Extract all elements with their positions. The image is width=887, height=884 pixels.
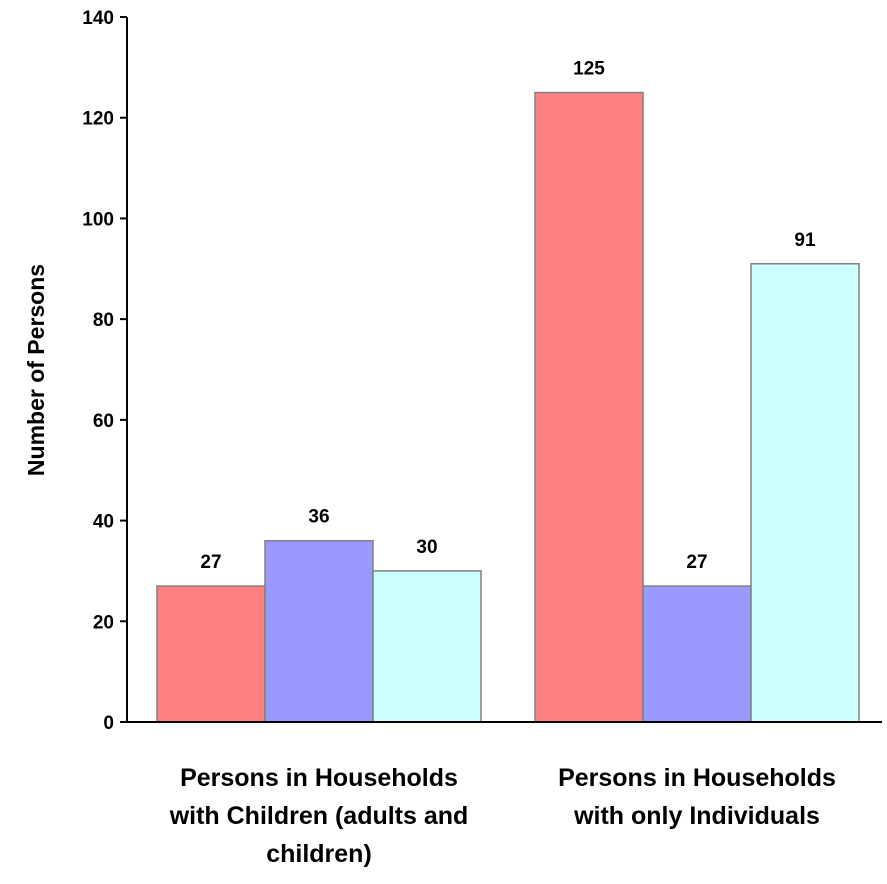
x-tick-label: with Children (adults and (169, 802, 469, 830)
y-tick-label: 0 (103, 713, 114, 734)
y-tick-label: 40 (93, 512, 114, 533)
bars (156, 91, 860, 723)
y-tick-label: 100 (82, 209, 114, 230)
x-tick-label: children) (266, 840, 372, 868)
bar (372, 570, 482, 723)
y-axis-ticks: 0 20 40 60 80 100 120 140 (82, 8, 127, 734)
bar (534, 91, 644, 723)
bar (156, 585, 266, 723)
data-label: 27 (200, 552, 221, 573)
x-tick-label: Persons in Households (180, 764, 458, 792)
y-tick-label: 80 (93, 310, 114, 331)
bar (750, 263, 860, 723)
bar (264, 539, 374, 723)
x-tick-label: with only Individuals (573, 802, 820, 830)
data-label: 125 (573, 59, 605, 80)
data-label: 91 (794, 230, 816, 251)
y-tick-label: 60 (93, 411, 114, 432)
x-tick-label: Persons in Households (558, 764, 836, 792)
bar (642, 585, 752, 723)
data-label: 27 (686, 552, 707, 573)
y-tick-label: 140 (82, 8, 114, 29)
data-label: 30 (416, 537, 437, 558)
y-axis-title: Number of Persons (23, 264, 49, 476)
data-label: 36 (308, 507, 329, 528)
category-labels: Persons in Households with Children (adul… (169, 764, 836, 868)
y-tick-label: 20 (93, 612, 114, 633)
y-tick-label: 120 (82, 109, 114, 130)
data-labels: 27 36 30 125 27 91 (200, 59, 816, 573)
